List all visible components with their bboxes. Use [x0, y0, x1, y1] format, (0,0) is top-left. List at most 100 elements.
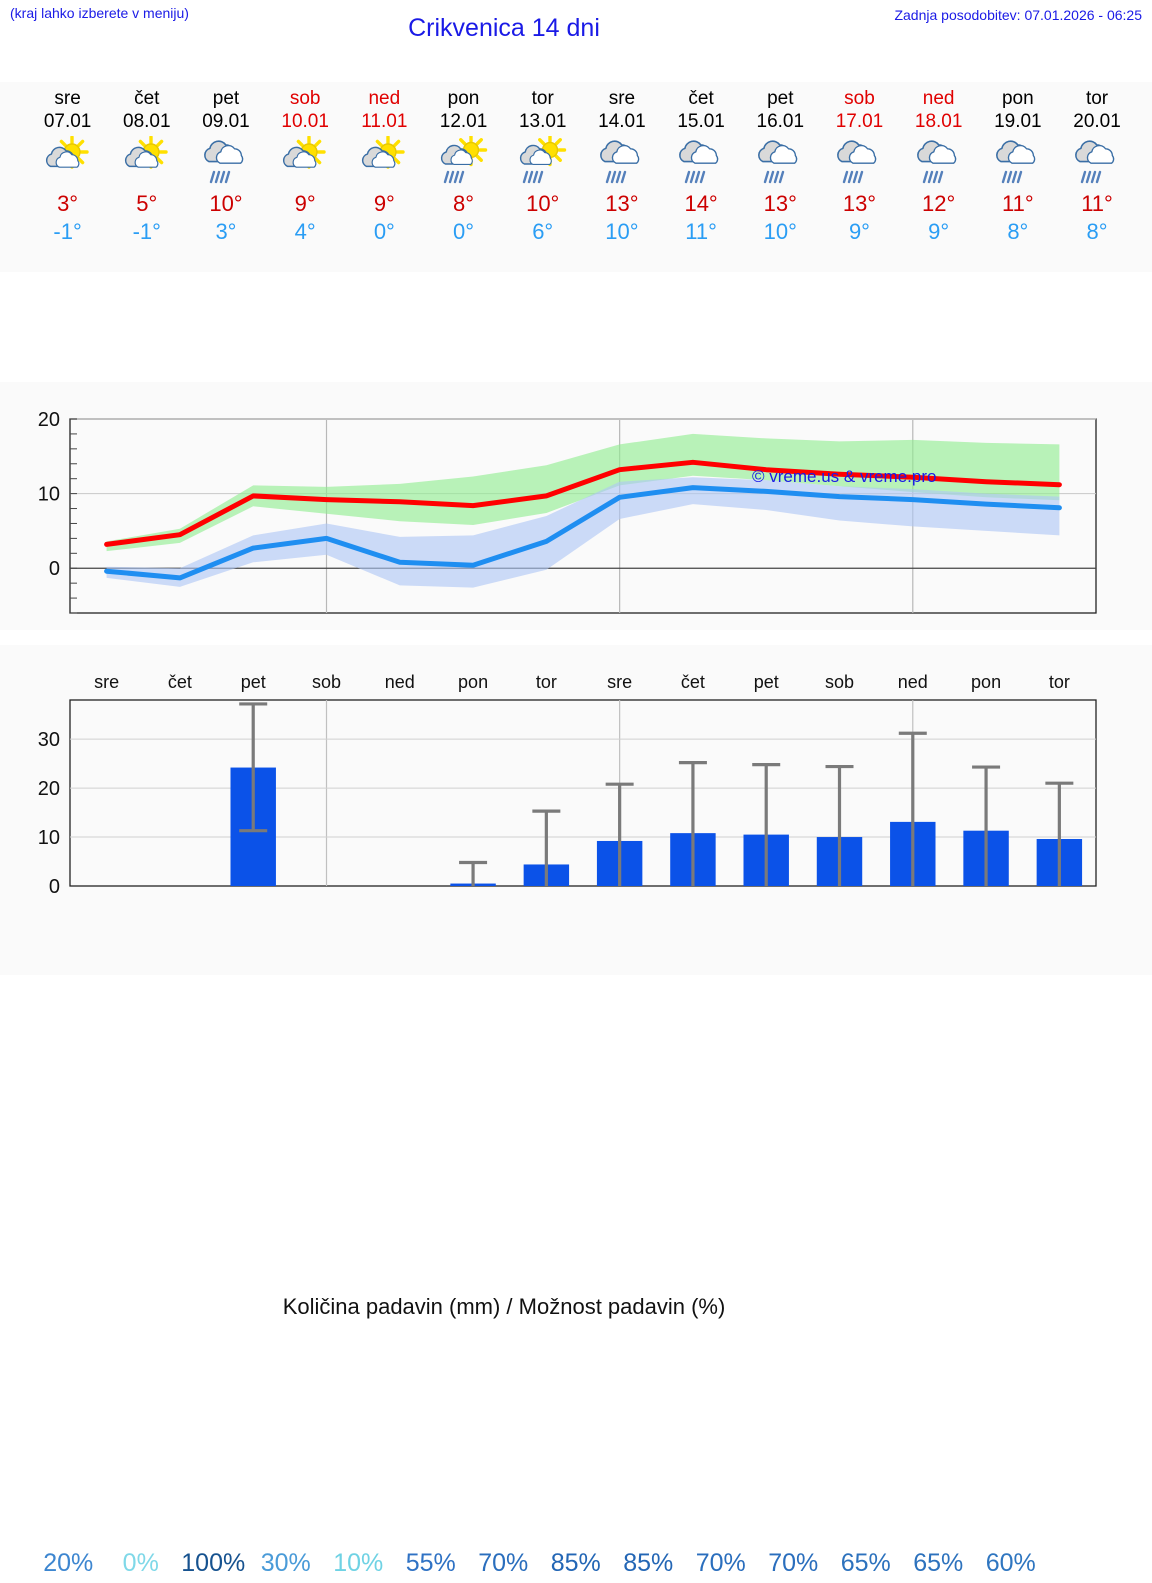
day-column[interactable]: pon 19.01 11° 8° [978, 82, 1057, 272]
cloud-rain-icon [911, 135, 967, 187]
min-temperature-label: 9° [848, 219, 870, 244]
day-date-label: 13.01 [518, 111, 567, 132]
max-temperature-label: 12° [922, 191, 956, 216]
precipitation-probability-label: 10% [333, 1549, 384, 1577]
precipitation-error-bar [1045, 781, 1074, 886]
day-date-label: 19.01 [994, 111, 1042, 132]
min-temperature-label: -1° [53, 219, 82, 244]
min-temperature-label: 9° [928, 219, 950, 244]
svg-text:20: 20 [38, 409, 60, 431]
max-temperature-label: 8° [453, 191, 475, 216]
day-date-label: 10.01 [281, 111, 329, 132]
day-date-label: 17.01 [835, 111, 884, 132]
precip-day-label: sob [825, 672, 854, 692]
precip-day-label: čet [681, 672, 705, 692]
day-date-label: 20.01 [1073, 111, 1121, 132]
day-column[interactable]: sob 10.01 9° 4° [266, 82, 345, 272]
cloud-rain-icon [1069, 135, 1125, 187]
day-column[interactable]: ned 11.01 9° 0° [345, 82, 424, 272]
day-column[interactable]: tor 20.01 11° 8° [1057, 82, 1136, 272]
last-updated-text: Zadnja posodobitev: 07.01.2026 - 06:25 [894, 7, 1142, 23]
svg-text:30: 30 [38, 729, 60, 751]
max-temperature-label: 9° [373, 191, 395, 216]
max-temperature-label: 13° [605, 191, 639, 216]
day-date-label: 08.01 [123, 111, 171, 132]
sun-cloud-rain-icon [515, 135, 571, 187]
max-temperature-label: 14° [684, 191, 718, 216]
day-column[interactable]: tor 13.01 10° 6° [503, 82, 582, 272]
watermark-text: © vreme.us & vreme.pro [752, 467, 936, 486]
max-temperature-label: 13° [842, 191, 877, 216]
precipitation-chart-title: Količina padavin (mm) / Možnost padavin … [282, 1294, 726, 1319]
precipitation-probability-label: 65% [913, 1549, 964, 1577]
precipitation-error-bar [605, 782, 634, 886]
precip-day-label: pet [754, 672, 779, 692]
precip-day-label: pon [458, 672, 488, 692]
day-column[interactable]: čet 08.01 5° -1° [107, 82, 186, 272]
day-of-week-label: sob [844, 88, 875, 109]
precipitation-probability-label: 65% [840, 1549, 891, 1577]
precipitation-probability-label: 85% [623, 1549, 674, 1577]
precipitation-probability-label: 70% [768, 1549, 819, 1577]
day-of-week-label: ned [922, 88, 955, 109]
precipitation-probability-label: 70% [695, 1549, 746, 1577]
precip-day-label: ned [898, 672, 928, 692]
precipitation-error-bar [459, 860, 488, 886]
day-column[interactable]: sre 07.01 3° -1° [28, 82, 107, 272]
precip-day-label: ned [385, 672, 415, 692]
svg-text:0: 0 [49, 876, 60, 898]
precipitation-probability-label: 0% [122, 1549, 159, 1577]
day-column[interactable]: ned 18.01 12° 9° [899, 82, 978, 272]
cloud-rain-icon [752, 135, 808, 187]
daily-forecast-strip: sre 07.01 3° -1° čet 08.01 5° -1° pet 09.01 10° 3° s… [0, 82, 1152, 272]
page-title: Crikvenica 14 dni [408, 14, 600, 42]
day-of-week-label: pon [447, 88, 480, 109]
precipitation-error-bar [678, 761, 707, 886]
min-temperature-label: 11° [685, 219, 717, 244]
max-temperature-label: 10° [209, 191, 243, 216]
sun-cloud-icon [119, 135, 175, 187]
cloud-rain-icon [831, 135, 887, 187]
day-of-week-label: sre [608, 88, 636, 109]
min-temperature-label: 8° [1007, 219, 1029, 244]
day-column[interactable]: sob 17.01 13° 9° [820, 82, 899, 272]
day-of-week-label: sob [289, 88, 321, 109]
sun-cloud-icon [277, 135, 333, 187]
precipitation-probability-label: 60% [985, 1549, 1036, 1577]
precipitation-chart-panel: Količina padavin (mm) / Možnost padavin … [0, 645, 1152, 1577]
precip-day-label: pon [971, 672, 1001, 692]
day-date-label: 14.01 [598, 111, 646, 132]
max-temperature-label: 11° [1002, 191, 1034, 216]
day-column[interactable]: pet 16.01 13° 10° [741, 82, 820, 272]
min-temperature-label: -1° [132, 219, 161, 244]
day-of-week-label: čet [688, 88, 714, 109]
sun-cloud-rain-icon [436, 135, 492, 187]
min-temperature-label: 10° [763, 219, 797, 244]
temperature-chart-svg: 0 10 20 © vreme.us & vreme.pro [0, 382, 1152, 630]
day-column[interactable]: pon 12.01 8° 0° [424, 82, 503, 272]
day-date-label: 11.01 [361, 111, 408, 132]
max-temperature-label: 3° [57, 191, 79, 216]
day-of-week-label: pet [212, 88, 240, 109]
max-temperature-label: 11° [1081, 191, 1113, 216]
precip-day-label: sre [94, 672, 119, 692]
day-date-label: 12.01 [439, 111, 488, 132]
cloud-rain-icon [594, 135, 650, 187]
precipitation-probability-label: 85% [550, 1549, 601, 1577]
day-of-week-label: čet [134, 88, 160, 109]
precipitation-error-bar [898, 731, 927, 886]
svg-text:0: 0 [49, 558, 60, 580]
day-of-week-label: pon [1001, 88, 1034, 109]
max-temperature-label: 13° [763, 191, 797, 216]
min-temperature-label: 6° [532, 219, 554, 244]
day-column[interactable]: pet 09.01 10° 3° [186, 82, 265, 272]
precipitation-error-bar [239, 702, 268, 833]
precipitation-error-bar [532, 809, 561, 886]
day-column[interactable]: sre 14.01 13° 10° [582, 82, 661, 272]
precipitation-error-bar [972, 765, 1001, 886]
day-column[interactable]: čet 15.01 14° 11° [662, 82, 741, 272]
cloud-rain-icon [673, 135, 729, 187]
day-of-week-label: ned [368, 88, 401, 109]
max-temperature-label: 5° [136, 191, 158, 216]
